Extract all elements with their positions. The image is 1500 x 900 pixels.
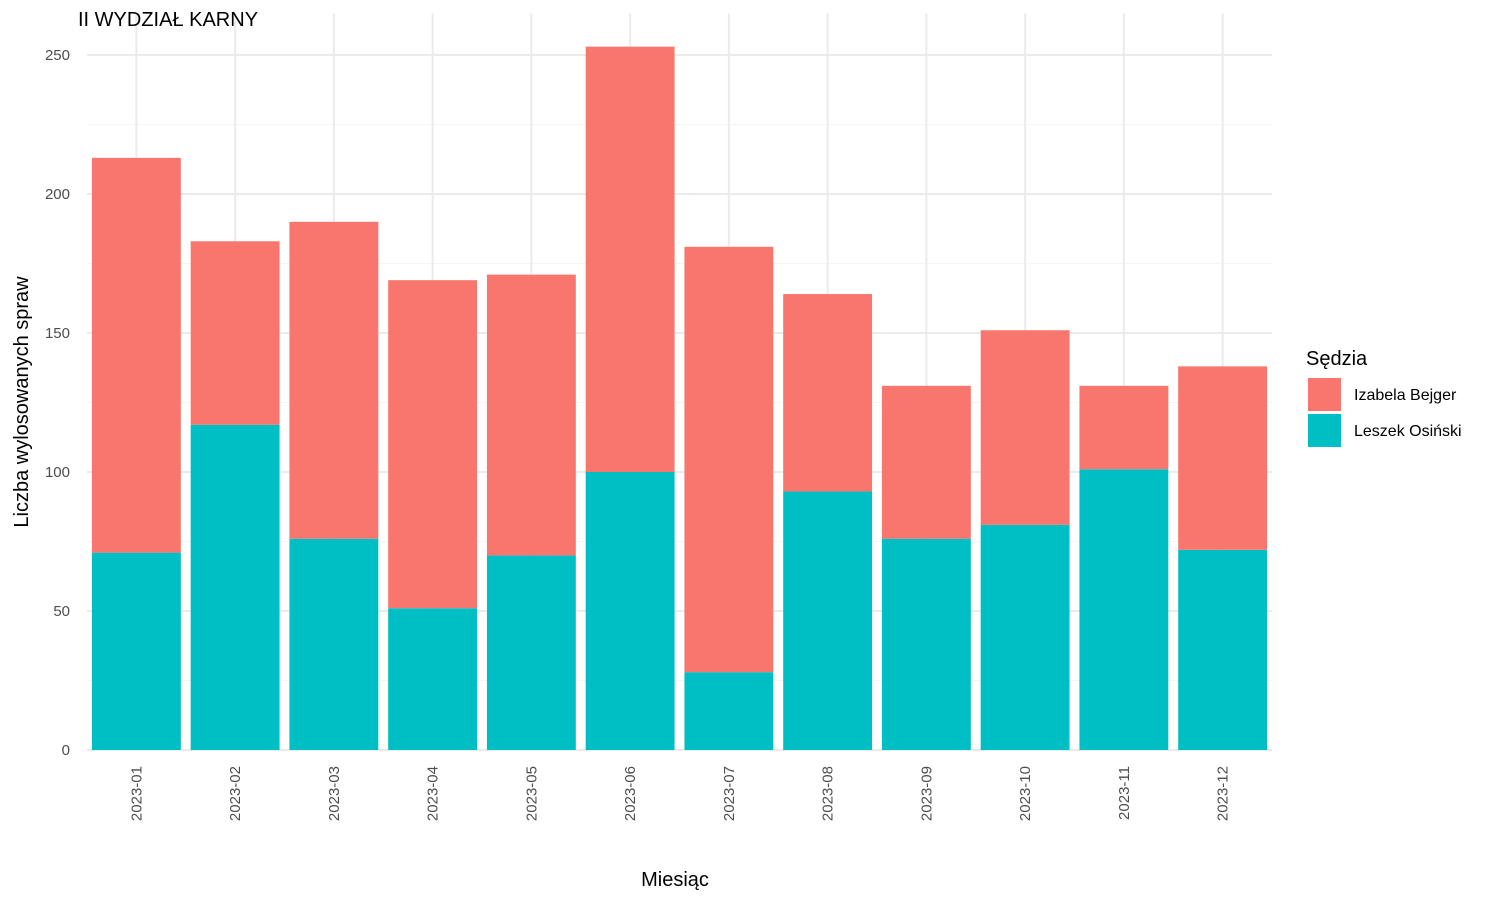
bar-segment <box>486 274 576 556</box>
x-axis-ticks: 2023-01 2023-02 2023-03 2023-04 2023-05 2023-… <box>128 766 1231 821</box>
bar-segment <box>684 672 774 750</box>
bar-segment <box>388 280 478 609</box>
bars <box>91 46 1268 750</box>
bar-segment <box>980 524 1070 750</box>
legend-swatch <box>1308 414 1341 447</box>
bar-segment <box>388 608 478 750</box>
y-tick-label: 100 <box>45 464 70 481</box>
bar-segment <box>486 555 576 750</box>
x-tick-label: 2023-05 <box>523 766 540 821</box>
bar-segment <box>684 246 774 673</box>
legend-title: Sędzia <box>1306 348 1368 370</box>
legend-label: Izabela Bejger <box>1354 387 1457 404</box>
y-axis-title: Liczba wylosowanych spraw <box>11 276 33 528</box>
bar-segment <box>1079 385 1169 470</box>
bar-segment <box>881 538 971 750</box>
legend-swatch <box>1308 378 1341 411</box>
bar-segment <box>190 241 280 425</box>
bar-segment <box>1079 469 1169 750</box>
bar-segment <box>783 491 873 750</box>
x-tick-label: 2023-09 <box>918 766 935 821</box>
bar-segment <box>1178 549 1268 750</box>
x-tick-label: 2023-11 <box>1116 766 1133 820</box>
x-tick-label: 2023-04 <box>425 766 442 821</box>
y-tick-label: 50 <box>53 603 70 620</box>
x-tick-label: 2023-08 <box>820 766 837 821</box>
y-axis-ticks: 0 50 100 150 200 250 <box>45 47 70 759</box>
x-tick-label: 2023-12 <box>1215 766 1232 821</box>
x-axis-title: Miesiąc <box>641 869 709 891</box>
y-tick-label: 250 <box>45 47 70 64</box>
bar-segment <box>585 472 675 750</box>
bar-segment <box>585 46 675 472</box>
x-tick-label: 2023-07 <box>721 766 738 821</box>
y-tick-label: 150 <box>45 325 70 342</box>
x-tick-label: 2023-03 <box>326 766 343 821</box>
bar-segment <box>1178 366 1268 550</box>
x-tick-label: 2023-06 <box>622 766 639 821</box>
bar-segment <box>783 294 873 492</box>
bar-segment <box>289 538 379 750</box>
legend-label: Leszek Osiński <box>1354 423 1462 440</box>
bar-segment <box>289 221 379 539</box>
x-tick-label: 2023-10 <box>1017 766 1034 821</box>
x-tick-label: 2023-02 <box>227 766 244 821</box>
bar-segment <box>91 552 181 750</box>
bar-segment <box>91 157 181 553</box>
legend: Sędzia Izabela Bejger Leszek Osiński <box>1306 348 1462 447</box>
bar-segment <box>980 330 1070 525</box>
x-tick-label: 2023-01 <box>128 766 145 821</box>
chart-title: II WYDZIAŁ KARNY <box>78 9 258 31</box>
y-tick-label: 0 <box>62 742 70 759</box>
bar-segment <box>881 385 971 539</box>
bar-segment <box>190 424 280 750</box>
y-tick-label: 200 <box>45 186 70 203</box>
